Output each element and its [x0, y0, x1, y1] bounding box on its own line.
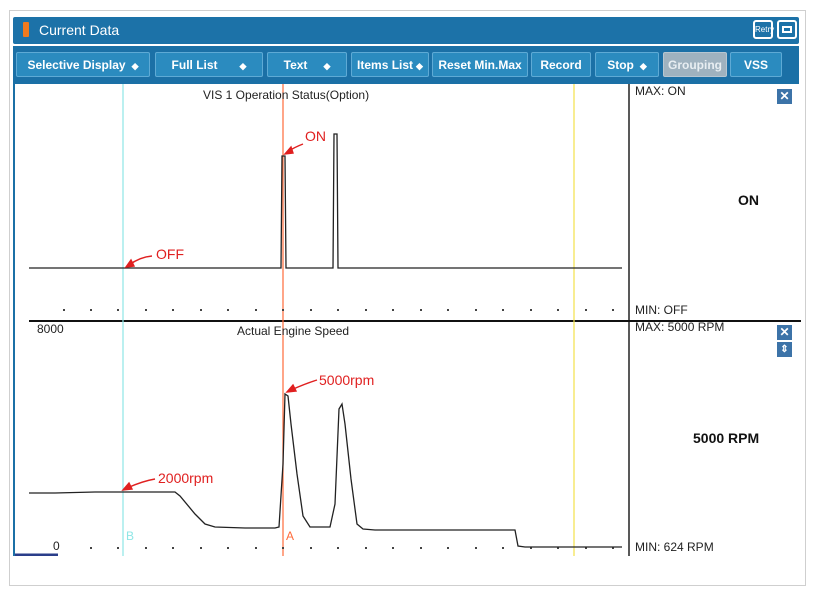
vss-label: VSS [744, 58, 768, 72]
reset-min-max-label: Reset Min.Max [438, 58, 521, 72]
app-indicator-icon [23, 22, 29, 37]
updown-arrow-icon: ◆ [323, 61, 330, 71]
record-button[interactable]: Record [531, 52, 591, 77]
updown-arrow-icon: ◆ [640, 61, 647, 71]
graph2-y-bottom: 0 [53, 539, 60, 553]
graph-area: VIS 1 Operation Status(Option) MAX: ON M… [13, 84, 801, 556]
graph1-title: VIS 1 Operation Status(Option) [203, 88, 369, 102]
stop-button[interactable]: Stop ◆ [595, 52, 659, 77]
window-title: Current Data [39, 22, 119, 38]
grouping-button[interactable]: Grouping [663, 52, 727, 77]
annotation-off: OFF [156, 246, 184, 262]
full-list-button[interactable]: Full List ◆ [155, 52, 263, 77]
expand-vertical-icon[interactable]: ⇕ [777, 342, 792, 357]
engine-speed-trace [29, 394, 622, 547]
annotation-2000rpm: 2000rpm [158, 470, 213, 486]
graph2-min: MIN: 624 RPM [635, 540, 714, 554]
items-list-button[interactable]: Items List ◆ [351, 52, 429, 77]
vss-button[interactable]: VSS [730, 52, 782, 77]
graph2-title: Actual Engine Speed [237, 324, 349, 338]
close-icon[interactable]: ✕ [777, 89, 792, 104]
annotation-on: ON [305, 128, 326, 144]
record-label: Record [540, 58, 581, 72]
graph1-min: MIN: OFF [635, 303, 688, 317]
cursor-b-label: B [126, 529, 134, 543]
annotation-arrows [123, 144, 317, 490]
full-list-label: Full List [172, 58, 218, 72]
retry-label: Retry [755, 25, 774, 34]
reset-min-max-button[interactable]: Reset Min.Max [432, 52, 528, 77]
grouping-label: Grouping [668, 58, 722, 72]
updown-arrow-icon: ◆ [416, 61, 423, 71]
title-bar: Current Data Retry [13, 17, 799, 44]
cursor-a-label: A [286, 529, 294, 543]
vis-status-trace [29, 134, 622, 268]
text-button[interactable]: Text ◆ [267, 52, 347, 77]
selective-display-label: Selective Display [28, 58, 126, 72]
annotation-5000rpm: 5000rpm [319, 372, 374, 388]
graph2-y-top: 8000 [37, 322, 64, 336]
graph1-ticks [63, 309, 614, 311]
graph1-max: MAX: ON [635, 84, 686, 98]
graph1-current-value: ON [738, 192, 759, 208]
toolbar: Selective Display ◆ Full List ◆ Text ◆ Item… [13, 46, 799, 84]
updown-arrow-icon: ◆ [240, 61, 247, 71]
window-restore-icon[interactable] [777, 20, 797, 39]
stop-label: Stop [607, 58, 634, 72]
items-list-label: Items List [357, 58, 413, 72]
graph2-current-value: 5000 RPM [693, 430, 759, 446]
updown-arrow-icon: ◆ [132, 61, 139, 71]
selective-display-button[interactable]: Selective Display ◆ [16, 52, 150, 77]
graph2-max: MAX: 5000 RPM [635, 320, 724, 334]
retry-icon[interactable]: Retry [753, 20, 773, 39]
close-icon[interactable]: ✕ [777, 325, 792, 340]
text-label: Text [284, 58, 308, 72]
